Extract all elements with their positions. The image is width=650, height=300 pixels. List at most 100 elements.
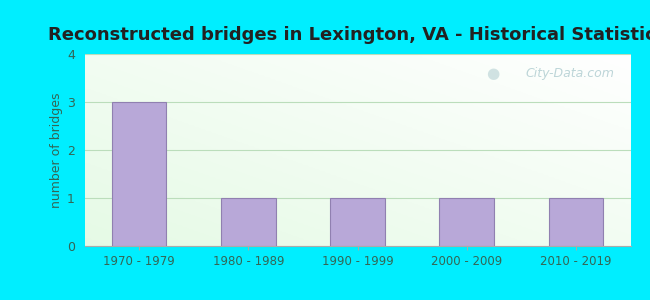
Bar — [84, 70, 630, 71]
Bar — [84, 221, 630, 222]
Bar — [84, 118, 630, 119]
Bar — [84, 140, 630, 141]
Bar — [84, 228, 630, 229]
Bar — [84, 86, 630, 87]
Bar — [84, 187, 630, 188]
Bar — [84, 235, 630, 236]
Bar — [84, 152, 630, 153]
Bar — [84, 103, 630, 104]
Bar — [84, 57, 630, 58]
Bar — [84, 119, 630, 120]
Bar — [84, 81, 630, 82]
Bar — [84, 130, 630, 131]
Bar — [84, 196, 630, 197]
Bar — [84, 134, 630, 135]
Bar — [84, 55, 630, 56]
Bar — [84, 243, 630, 244]
Bar — [84, 167, 630, 168]
Bar — [84, 215, 630, 216]
Bar — [84, 231, 630, 232]
Bar — [84, 104, 630, 105]
Y-axis label: number of bridges: number of bridges — [49, 92, 62, 208]
Bar — [84, 83, 630, 84]
Bar — [84, 85, 630, 86]
Bar — [84, 98, 630, 99]
Text: City-Data.com: City-Data.com — [525, 68, 614, 80]
Bar — [84, 133, 630, 134]
Bar — [84, 144, 630, 145]
Bar — [84, 237, 630, 238]
Bar — [84, 64, 630, 65]
Bar — [84, 178, 630, 179]
Bar — [84, 172, 630, 173]
Bar — [84, 227, 630, 228]
Bar — [84, 174, 630, 175]
Bar — [84, 89, 630, 91]
Bar — [84, 62, 630, 63]
Bar — [84, 241, 630, 242]
Bar — [84, 107, 630, 108]
Bar — [84, 183, 630, 184]
Bar — [84, 137, 630, 139]
Bar — [84, 175, 630, 176]
Bar — [84, 100, 630, 101]
Bar — [84, 224, 630, 225]
Bar — [84, 204, 630, 205]
Bar — [84, 145, 630, 146]
Bar — [84, 94, 630, 95]
Bar — [84, 219, 630, 220]
Bar — [84, 203, 630, 204]
Bar — [84, 108, 630, 109]
Bar — [84, 181, 630, 182]
Bar — [84, 96, 630, 97]
Bar — [84, 128, 630, 129]
Bar — [84, 105, 630, 106]
Bar — [84, 69, 630, 70]
Bar — [84, 212, 630, 213]
Bar — [84, 71, 630, 72]
Bar — [84, 195, 630, 196]
Bar — [84, 115, 630, 116]
Bar — [84, 116, 630, 117]
Bar — [84, 106, 630, 107]
Bar — [439, 198, 494, 246]
Bar — [84, 193, 630, 194]
Bar — [84, 111, 630, 112]
Bar — [84, 223, 630, 224]
Bar — [330, 198, 385, 246]
Bar — [84, 192, 630, 193]
Bar — [84, 158, 630, 159]
Bar — [84, 176, 630, 177]
Bar — [84, 202, 630, 203]
Bar — [84, 226, 630, 227]
Bar — [84, 125, 630, 126]
Bar — [84, 168, 630, 169]
Bar — [84, 184, 630, 185]
Bar — [84, 220, 630, 221]
Bar — [84, 154, 630, 155]
Bar — [84, 99, 630, 100]
Bar — [84, 56, 630, 57]
Bar — [84, 143, 630, 144]
Bar — [84, 146, 630, 147]
Bar — [84, 245, 630, 246]
Bar — [84, 242, 630, 243]
Bar — [84, 91, 630, 92]
Bar — [84, 198, 630, 199]
Bar — [84, 160, 630, 161]
Bar — [84, 190, 630, 191]
Text: ●: ● — [486, 67, 499, 82]
Bar — [84, 197, 630, 198]
Bar — [84, 97, 630, 98]
Bar — [84, 164, 630, 165]
Bar — [84, 173, 630, 174]
Bar — [84, 244, 630, 245]
Bar — [84, 205, 630, 206]
Bar — [84, 194, 630, 195]
Bar — [84, 75, 630, 76]
Bar — [84, 58, 630, 59]
Bar — [84, 185, 630, 187]
Bar — [84, 95, 630, 96]
Bar — [84, 102, 630, 103]
Bar — [84, 157, 630, 158]
